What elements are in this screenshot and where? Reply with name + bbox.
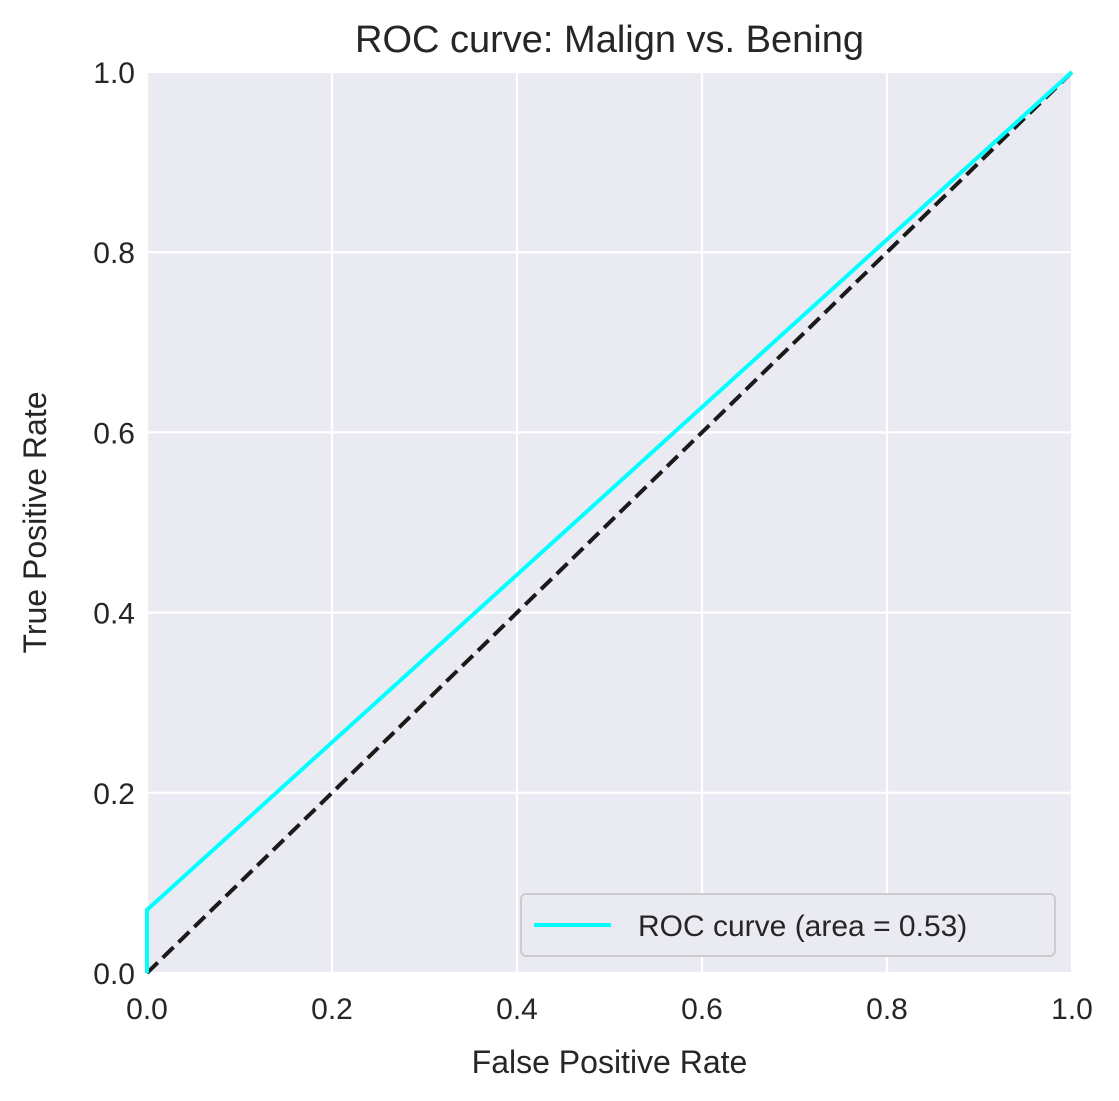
x-tick-label: 0.2	[311, 993, 353, 1026]
y-axis-label: True Positive Rate	[17, 391, 53, 653]
chart-title: ROC curve: Malign vs. Bening	[355, 19, 864, 61]
y-tick-labels: 0.0 0.2 0.4 0.6 0.8 1.0	[93, 57, 135, 991]
y-tick-label: 0.0	[93, 958, 135, 991]
y-tick-label: 0.2	[93, 778, 135, 811]
x-axis-label: False Positive Rate	[472, 1044, 748, 1080]
x-tick-labels: 0.0 0.2 0.4 0.6 0.8 1.0	[126, 993, 1093, 1026]
x-tick-label: 0.4	[496, 993, 538, 1026]
legend-box	[520, 893, 1056, 957]
series-layer	[145, 70, 1074, 975]
x-tick-label: 0.8	[866, 993, 908, 1026]
x-tick-label: 0.6	[681, 993, 723, 1026]
grid-lines	[145, 70, 1074, 975]
x-tick-label: 1.0	[1051, 993, 1093, 1026]
y-tick-label: 0.6	[93, 417, 135, 450]
roc-curve-line	[145, 70, 1074, 973]
y-tick-label: 0.8	[93, 237, 135, 270]
y-tick-label: 0.4	[93, 598, 135, 631]
chance-diagonal-line	[145, 70, 1074, 975]
y-tick-label: 1.0	[93, 57, 135, 90]
legend-label: ROC curve (area = 0.53)	[638, 910, 967, 943]
legend: ROC curve (area = 0.53)	[520, 893, 1056, 957]
x-tick-label: 0.0	[126, 993, 168, 1026]
